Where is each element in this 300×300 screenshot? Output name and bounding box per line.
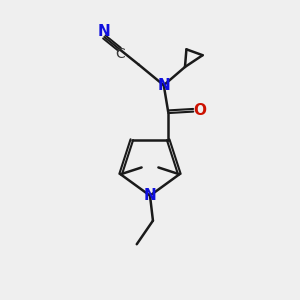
Text: O: O — [193, 103, 206, 118]
Text: N: N — [158, 78, 170, 93]
Text: N: N — [97, 24, 110, 39]
Text: C: C — [116, 47, 125, 61]
Text: N: N — [144, 188, 156, 203]
